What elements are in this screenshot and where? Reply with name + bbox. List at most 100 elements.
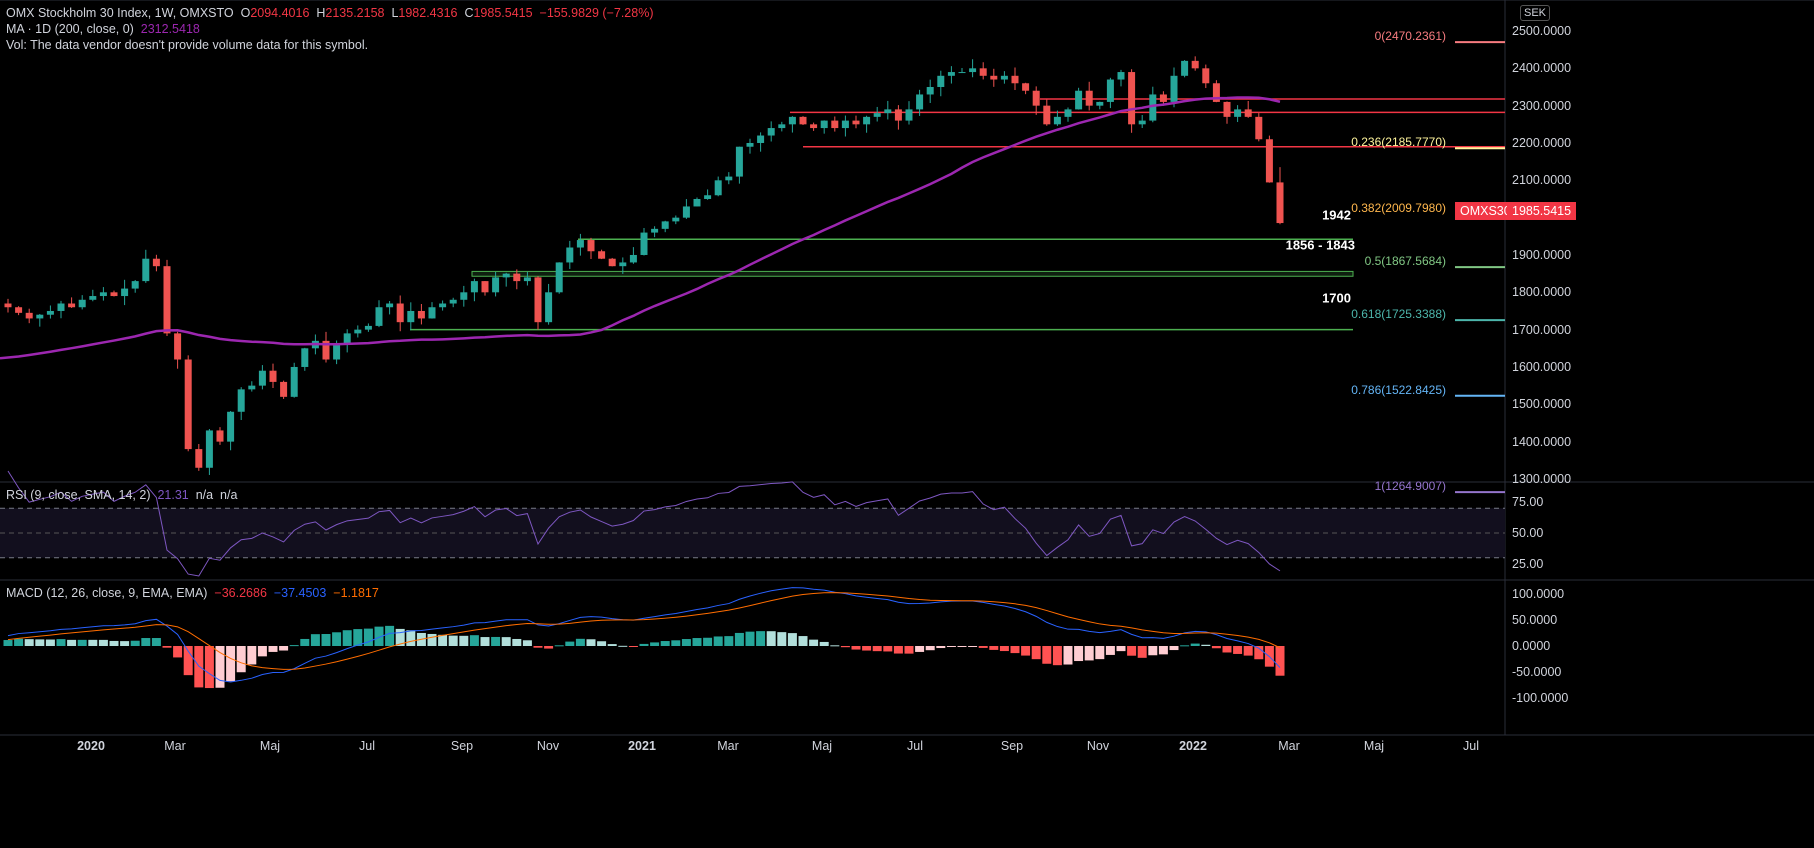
macd-histogram-bar [88,639,98,646]
macd-hist-value-a: −36.2686 [214,586,267,600]
candle [195,449,203,468]
candle [1170,75,1178,102]
candle [78,299,86,308]
macd-histogram-bar [374,626,384,646]
symbol-price-tag: OMXS30 [1455,202,1516,220]
fib-level-label: 0.236(2185.7770) [1351,135,1446,150]
candle [863,116,871,125]
candle [152,258,160,267]
macd-histogram-bar [830,645,840,647]
macd-histogram-bar [819,641,829,646]
macd-signal-line [7,592,1281,670]
macd-histogram-bar [98,639,108,646]
candle [396,303,404,323]
macd-histogram-bar [766,631,776,646]
macd-histogram-bar [925,646,935,651]
candle [926,86,934,95]
macd-histogram-bar [109,640,119,646]
candle [492,277,500,293]
candle [36,314,44,319]
price-axis-label: 2300.0000 [1512,98,1572,113]
volume-message: Vol: The data vendor doesn't provide vol… [6,38,369,52]
candle [1064,109,1072,117]
candle [810,124,818,129]
time-axis-label: Jul [359,739,375,753]
macd-histogram-bar [56,639,66,646]
candle [301,348,309,367]
candle [99,292,107,297]
macd-histogram-bar [989,646,999,650]
macd-histogram-bar [257,646,267,657]
time-axis-label: Maj [259,739,281,753]
currency-badge[interactable]: SEK [1520,5,1551,21]
candle [767,128,775,136]
rsi-legend[interactable]: RSI (9, close, SMA, 14, 2) 21.31 n/a n/a [6,488,238,502]
candle [916,94,924,110]
macd-histogram-bar [1137,646,1147,658]
ma-value: 2312.5418 [140,22,200,36]
fib-level-label: 1(1264.9007) [1374,479,1446,494]
candle [778,124,786,129]
macd-histogram-bar [1084,646,1094,661]
candle [555,262,563,293]
macd-histogram-bar [162,646,172,648]
macd-histogram-bar [1052,646,1062,666]
macd-histogram-bar [597,641,607,646]
candle [990,75,998,80]
macd-histogram-bar [151,638,161,646]
symbol-title: OMX Stockholm 30 Index, 1W, OMXSTO [6,6,234,20]
candle [947,72,955,76]
candle [280,381,288,397]
macd-histogram-bar [1254,646,1264,660]
macd-histogram-bar [289,645,299,647]
macd-histogram-bar [3,640,13,646]
macd-histogram-bar [1233,646,1243,654]
macd-histogram-bar [1063,646,1073,665]
candle [248,385,256,390]
time-axis-label: Mar [717,739,739,753]
price-axis-label: 2100.0000 [1512,173,1572,188]
macd-histogram-bar [1169,646,1179,651]
macd-histogram-bar [459,635,469,646]
candle [364,325,372,330]
macd-legend[interactable]: MACD (12, 26, close, 9, EMA, EMA) −36.26… [6,586,379,600]
time-axis-label: 2021 [628,739,656,753]
candle [619,262,627,267]
candle [1085,90,1093,106]
macd-axis-label: -50.0000 [1512,665,1562,679]
candle [386,303,394,308]
change-value: −155.9829 (−7.28%) [539,6,654,20]
candle [1181,60,1189,76]
candle [1159,94,1167,102]
macd-histogram-bar [713,636,723,646]
macd-histogram-bar [734,632,744,646]
candle [534,277,542,323]
candle [545,292,553,323]
candle [269,370,277,382]
macd-histogram-bar [310,634,320,646]
candle [131,281,139,289]
price-axis-label: 1400.0000 [1512,434,1572,449]
ma-legend[interactable]: MA · 1D (200, close, 0) 2312.5418 [6,22,200,36]
macd-histogram-bar [1190,643,1200,646]
macd-histogram-bar [1127,646,1137,656]
candle [1255,116,1263,140]
macd-histogram-bar [321,634,331,646]
macd-histogram-bar [946,646,956,647]
candle [1106,79,1114,102]
candle [205,430,213,468]
rsi-axis-label: 50.00 [1512,526,1544,540]
macd-histogram-bar [1042,646,1052,664]
price-axis-label: 1500.0000 [1512,397,1572,412]
macd-signal-value: −1.1817 [333,586,379,600]
candle [1138,120,1146,125]
macd-histogram-bar [724,636,734,646]
candle [142,258,150,282]
rsi-axis-label: 25.00 [1512,557,1544,571]
candle [693,198,701,207]
macd-histogram-bar [586,639,596,646]
candle [407,310,415,323]
candle [1043,105,1051,125]
candle [820,120,828,129]
